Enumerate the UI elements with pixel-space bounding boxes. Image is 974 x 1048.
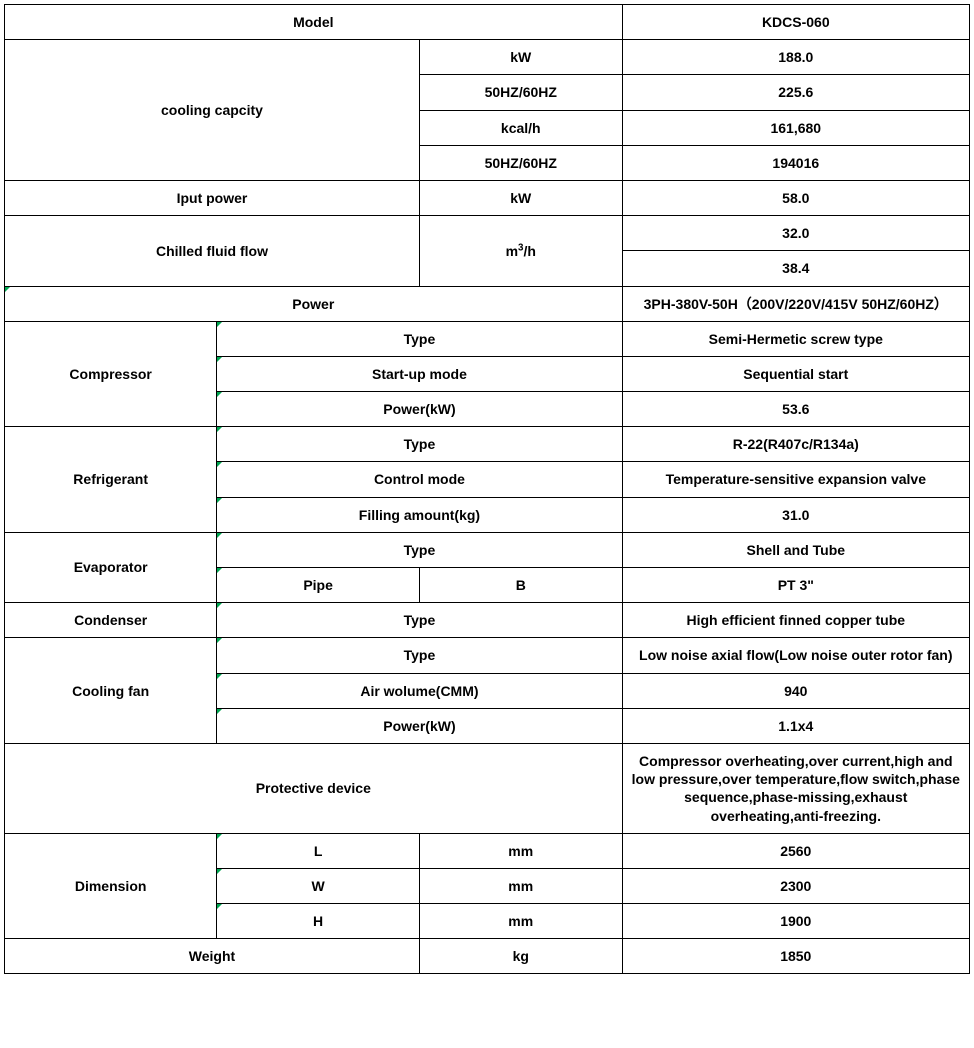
fan-row-value: Low noise axial flow(Low noise outer rot… [622, 638, 969, 673]
model-label: Model [5, 5, 623, 40]
protective-device-value: Compressor overheating,over current,high… [622, 743, 969, 833]
compressor-row-label: Type [217, 321, 622, 356]
table-row: Weight kg 1850 [5, 939, 970, 974]
evaporator-row-value: Shell and Tube [622, 532, 969, 567]
evaporator-row-label: Type [217, 532, 622, 567]
power-label: Power [5, 286, 623, 321]
input-power-unit: kW [419, 180, 622, 215]
dimension-row-unit: mm [419, 904, 622, 939]
spec-table: Model KDCS-060 cooling capcity kW 188.0 … [4, 4, 970, 974]
input-power-value: 58.0 [622, 180, 969, 215]
compressor-row-value: Semi-Hermetic screw type [622, 321, 969, 356]
fan-row-label: Power(kW) [217, 708, 622, 743]
refrigerant-row-label: Type [217, 427, 622, 462]
evaporator-pipe-value: PT 3" [622, 568, 969, 603]
refrigerant-label: Refrigerant [5, 427, 217, 533]
fan-row-label: Air wolume(CMM) [217, 673, 622, 708]
dimension-row-unit: mm [419, 833, 622, 868]
cooling-value: 225.6 [622, 75, 969, 110]
condenser-row-value: High efficient finned copper tube [622, 603, 969, 638]
compressor-row-value: 53.6 [622, 392, 969, 427]
cooling-value: 194016 [622, 145, 969, 180]
cooling-unit: 50HZ/60HZ [419, 145, 622, 180]
dimension-row-label: H [217, 904, 420, 939]
cooling-unit: kcal/h [419, 110, 622, 145]
chilled-flow-unit: m3/h [419, 216, 622, 286]
condenser-label: Condenser [5, 603, 217, 638]
table-row: Refrigerant Type R-22(R407c/R134a) [5, 427, 970, 462]
evaporator-pipe-label: Pipe [217, 568, 420, 603]
table-row: Condenser Type High efficient finned cop… [5, 603, 970, 638]
dimension-row-value: 1900 [622, 904, 969, 939]
dimension-row-value: 2560 [622, 833, 969, 868]
table-row: Cooling fan Type Low noise axial flow(Lo… [5, 638, 970, 673]
table-row: Compressor Type Semi-Hermetic screw type [5, 321, 970, 356]
compressor-row-value: Sequential start [622, 356, 969, 391]
refrigerant-row-value: Temperature-sensitive expansion valve [622, 462, 969, 497]
cooling-value: 188.0 [622, 40, 969, 75]
table-row: Dimension L mm 2560 [5, 833, 970, 868]
table-row: Power 3PH-380V-50H（200V/220V/415V 50HZ/6… [5, 286, 970, 321]
refrigerant-row-label: Filling amount(kg) [217, 497, 622, 532]
input-power-label: Iput power [5, 180, 420, 215]
fan-row-value: 1.1x4 [622, 708, 969, 743]
weight-label: Weight [5, 939, 420, 974]
cooling-capacity-label: cooling capcity [5, 40, 420, 181]
refrigerant-row-value: 31.0 [622, 497, 969, 532]
dimension-row-unit: mm [419, 868, 622, 903]
table-row: Evaporator Type Shell and Tube [5, 532, 970, 567]
chilled-flow-label: Chilled fluid flow [5, 216, 420, 286]
cooling-fan-label: Cooling fan [5, 638, 217, 744]
compressor-row-label: Start-up mode [217, 356, 622, 391]
cooling-unit: kW [419, 40, 622, 75]
weight-value: 1850 [622, 939, 969, 974]
cooling-value: 161,680 [622, 110, 969, 145]
table-row: Model KDCS-060 [5, 5, 970, 40]
protective-device-label: Protective device [5, 743, 623, 833]
refrigerant-row-label: Control mode [217, 462, 622, 497]
dimension-label: Dimension [5, 833, 217, 939]
chilled-flow-value: 38.4 [622, 251, 969, 286]
evaporator-pipe-unit: B [419, 568, 622, 603]
dimension-row-label: W [217, 868, 420, 903]
chilled-flow-value: 32.0 [622, 216, 969, 251]
dimension-row-value: 2300 [622, 868, 969, 903]
table-row: Protective device Compressor overheating… [5, 743, 970, 833]
refrigerant-row-value: R-22(R407c/R134a) [622, 427, 969, 462]
table-row: Iput power kW 58.0 [5, 180, 970, 215]
fan-row-value: 940 [622, 673, 969, 708]
compressor-label: Compressor [5, 321, 217, 427]
fan-row-label: Type [217, 638, 622, 673]
cooling-unit: 50HZ/60HZ [419, 75, 622, 110]
table-row: cooling capcity kW 188.0 [5, 40, 970, 75]
dimension-row-label: L [217, 833, 420, 868]
table-row: Chilled fluid flow m3/h 32.0 [5, 216, 970, 251]
evaporator-label: Evaporator [5, 532, 217, 602]
compressor-row-label: Power(kW) [217, 392, 622, 427]
weight-unit: kg [419, 939, 622, 974]
condenser-row-label: Type [217, 603, 622, 638]
power-value: 3PH-380V-50H（200V/220V/415V 50HZ/60HZ） [622, 286, 969, 321]
model-value: KDCS-060 [622, 5, 969, 40]
